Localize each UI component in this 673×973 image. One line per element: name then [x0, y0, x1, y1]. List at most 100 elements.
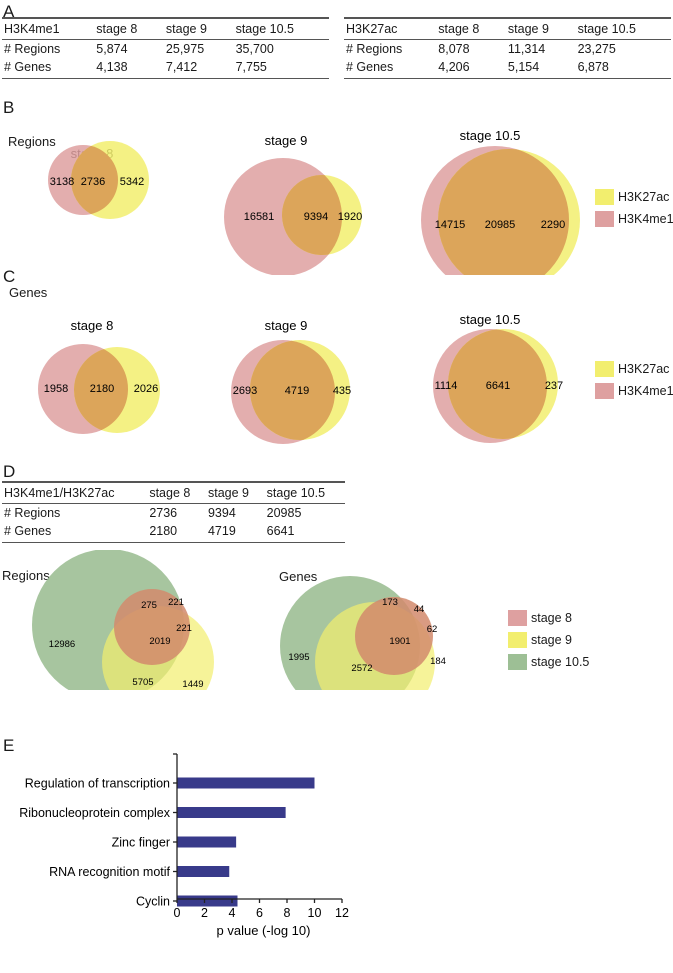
venn-value-s9-only: 184 [430, 656, 446, 667]
legend-item-stage-10-5: stage 10.5 [508, 651, 589, 673]
table-cell: 5,154 [505, 58, 576, 79]
venn-right-value: 5342 [120, 176, 144, 188]
venn-value-s9-s105: 5705 [132, 677, 153, 688]
venn-title: stage 10.5 [460, 128, 521, 143]
table-header-cell: stage 8 [94, 17, 164, 40]
table-cell: 4,138 [94, 58, 164, 79]
table-header-cell: stage 10.5 [575, 17, 671, 40]
venn-title: stage 8 [71, 318, 114, 333]
venn-value-s9-s105: 2572 [351, 663, 372, 674]
table-cell: # Regions [4, 42, 61, 56]
venn-left-value: 1958 [44, 383, 68, 395]
venn-value-s8-s105: 275 [141, 600, 157, 611]
legend-label: H3K27ac [618, 190, 670, 204]
d-regions-label: Regions [2, 568, 50, 583]
x-tick-label: 10 [308, 906, 322, 920]
venn-left-value: 16581 [244, 211, 275, 223]
table-cell: 6641 [264, 522, 345, 543]
legend-item-h3k4me1: H3K4me1 [595, 380, 673, 402]
legend-item-stage-9: stage 9 [508, 629, 589, 651]
legend-label: H3K4me1 [618, 212, 673, 226]
category-label: RNA recognition motif [49, 865, 170, 879]
venn-overlap [281, 175, 342, 255]
d-genes-label: Genes [279, 569, 318, 584]
overlap-table: H3K4me1/H3K27ac stage 8 stage 9 stage 10… [2, 481, 345, 543]
x-tick-label: 0 [174, 906, 181, 920]
venn-circle-stage-8 [114, 589, 190, 665]
bar [177, 836, 237, 848]
x-tick-label: 8 [284, 906, 291, 920]
panel-letter-a: A [3, 2, 15, 21]
venn-left-value: 14715 [435, 219, 466, 231]
legend-swatch [508, 610, 527, 626]
table-header-cell: H3K4me1/H3K27ac [2, 481, 148, 504]
table-header-cell: H3K27ac [344, 17, 437, 40]
table-header-cell: stage 9 [163, 17, 234, 40]
venn-left-value: 2693 [233, 385, 257, 397]
regions-label: Regions [8, 134, 56, 149]
table-header-row: H3K4me1 stage 8 stage 9 stage 10.5 [2, 17, 329, 40]
venn-circle-stage-8 [355, 597, 433, 675]
table-header-cell: stage 8 [147, 481, 206, 504]
table-cell: 7,755 [233, 58, 329, 79]
table-header-row: H3K27ac stage 8 stage 9 stage 10.5 [344, 17, 671, 40]
venn-overlap [447, 329, 548, 439]
x-tick-label: 4 [229, 906, 236, 920]
bar [177, 777, 315, 789]
venn-overlap [438, 149, 569, 275]
venn-right-value: 1920 [338, 211, 362, 223]
venn-overlap-value: 4719 [285, 385, 309, 397]
venn-overlap-value: 2180 [90, 383, 114, 395]
three-way-venn-diagrams: 12986 275 221 221 2019 5705 1449 1995 17… [32, 550, 446, 690]
venn-overlap [71, 145, 119, 215]
h3k27ac-table: H3K27ac stage 8 stage 9 stage 10.5 # Reg… [344, 17, 671, 79]
table-cell: # Genes [344, 58, 437, 79]
legend-label: stage 9 [531, 633, 573, 647]
table-cell: 6,878 [575, 58, 671, 79]
venn-value-s8-s9: 62 [427, 624, 438, 635]
genes-legend: H3K27ac H3K4me1 [595, 358, 673, 402]
legend-item-h3k27ac: H3K27ac [595, 186, 673, 208]
venn-left-value: 1114 [435, 380, 458, 392]
x-tick-label: 2 [201, 906, 208, 920]
venn-title: stage 10.5 [460, 312, 521, 327]
table-cell: 25,975 [165, 42, 205, 56]
table-cell: 2180 [147, 522, 206, 543]
category-label: Ribonucleoprotein complex [19, 806, 171, 820]
regions-venn-diagrams: stage 8 3138 2736 5342 stage 9 16581 939… [48, 128, 580, 275]
table-cell: 2736 [149, 506, 178, 520]
venn-title: stage 9 [265, 133, 308, 148]
legend-label: stage 10.5 [531, 655, 590, 669]
table-cell: 23,275 [577, 42, 616, 56]
legend-item-stage-8: stage 8 [508, 607, 589, 629]
go-enrichment-bar-chart: Regulation of transcription Ribonucleopro… [19, 753, 349, 938]
table-cell: 5,874 [96, 42, 128, 56]
table-cell: 8,078 [438, 42, 470, 56]
table-cell: # Regions [346, 42, 403, 56]
table-row: # Regions 2736 9394 20985 [2, 504, 345, 523]
table-row: # Genes 4,138 7,412 7,755 [2, 58, 329, 79]
venn-value-s8-only: 44 [414, 604, 425, 615]
table-header-cell: stage 8 [436, 17, 506, 40]
legend-swatch [595, 189, 614, 205]
table-row: # Genes 4,206 5,154 6,878 [344, 58, 671, 79]
legend-item-h3k4me1: H3K4me1 [595, 208, 673, 230]
table-cell: # Genes [2, 58, 95, 79]
bar [177, 895, 238, 907]
genes-venn-diagrams: stage 8 1958 2180 2026 stage 9 2693 4719… [38, 312, 563, 444]
venn-right-value: 435 [333, 385, 351, 397]
table-cell: # Regions [4, 506, 61, 520]
panel-letter-e: E [3, 736, 15, 755]
genes-label: Genes [9, 285, 48, 300]
legend-label: stage 8 [531, 611, 573, 625]
venn-value-s8-s9: 221 [176, 623, 192, 634]
panel-letter-c: C [3, 267, 16, 286]
table-header-cell: stage 10.5 [264, 481, 345, 504]
table-cell: 4719 [205, 522, 265, 543]
venn-value-s8-only: 221 [168, 597, 184, 608]
venn-title: stage 9 [265, 318, 308, 333]
x-axis-label: p value (-log 10) [217, 923, 311, 938]
table-header-cell: H3K4me1 [2, 17, 95, 40]
panel-letter-b: B [3, 98, 15, 117]
table-row: # Regions 5,874 25,975 35,700 [2, 40, 329, 59]
